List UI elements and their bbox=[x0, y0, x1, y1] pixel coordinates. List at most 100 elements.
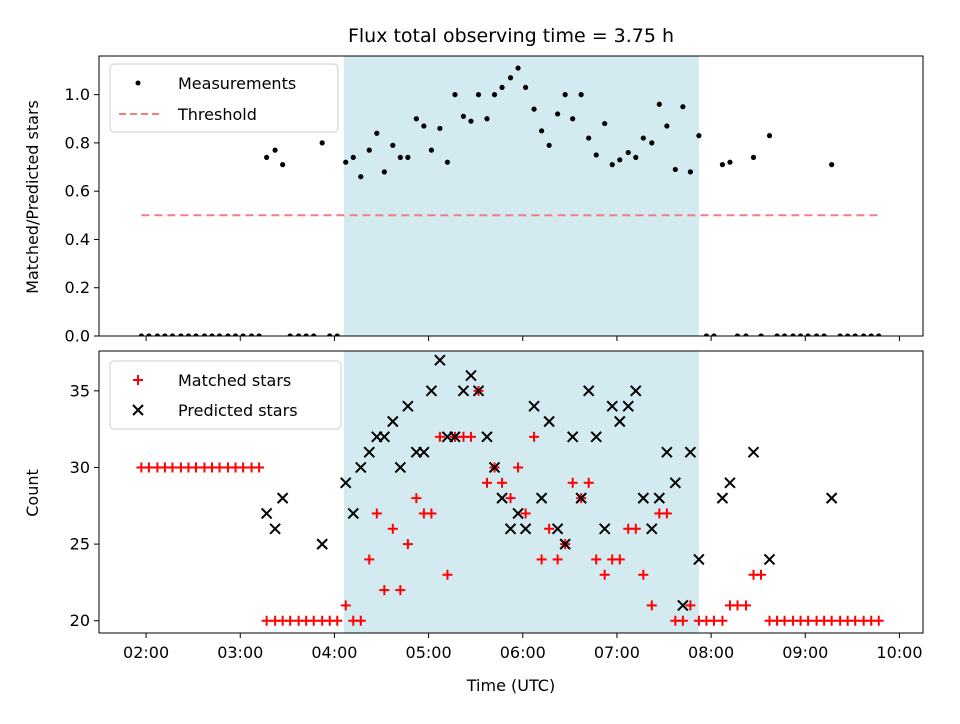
predicted-star-point bbox=[394, 461, 407, 474]
top-y-tick-label: 0.2 bbox=[65, 278, 90, 297]
x-tick-label: 08:00 bbox=[688, 643, 734, 662]
x-tick-label: 05:00 bbox=[406, 643, 452, 662]
matched-star-point bbox=[873, 615, 884, 626]
measurement-point bbox=[343, 159, 349, 165]
top-plot-area bbox=[138, 65, 882, 336]
measurement-point bbox=[703, 333, 710, 336]
matched-star-point bbox=[685, 600, 696, 611]
measurement-point bbox=[593, 152, 599, 158]
predicted-star-point bbox=[276, 492, 289, 504]
bottom-y-tick-label: 20 bbox=[70, 611, 90, 630]
x-tick-label: 06:00 bbox=[500, 643, 546, 662]
bottom-panel: 20 25 30 35 02:00 03:00 04:00 05:00 06:00 07:00 08… bbox=[70, 350, 924, 662]
predicted-star-point bbox=[472, 385, 485, 397]
measurement-point bbox=[758, 333, 764, 336]
measurement-point bbox=[852, 333, 858, 336]
measurement-point bbox=[428, 147, 435, 153]
matched-star-point bbox=[426, 508, 437, 519]
predicted-star-point bbox=[825, 492, 838, 504]
measurement-point bbox=[178, 333, 184, 336]
measurement-point bbox=[358, 174, 364, 180]
top-legend-box bbox=[109, 63, 339, 133]
bottom-y-tick-label: 25 bbox=[70, 535, 90, 554]
measurement-point bbox=[531, 106, 537, 112]
matched-star-point bbox=[646, 600, 657, 611]
matched-star-point bbox=[497, 477, 508, 488]
measurement-point bbox=[790, 333, 796, 336]
measurement-point bbox=[845, 333, 851, 336]
matched-star-point bbox=[536, 554, 547, 565]
predicted-star-point bbox=[535, 492, 548, 504]
measurement-point bbox=[475, 92, 482, 98]
matched-star-point bbox=[308, 615, 319, 626]
predicted-star-point bbox=[543, 415, 555, 428]
predicted-star-point bbox=[693, 553, 705, 566]
predicted-star-point bbox=[528, 400, 540, 412]
measurement-point bbox=[719, 162, 726, 168]
top-y-tick-label: 0.4 bbox=[65, 230, 90, 249]
legend-predicted-marker bbox=[132, 404, 144, 416]
measurement-point bbox=[805, 333, 811, 336]
matched-star-point bbox=[340, 600, 351, 611]
measurement-point bbox=[781, 333, 788, 336]
x-axis-label: Time (UTC) bbox=[466, 676, 555, 695]
measurement-point bbox=[649, 140, 655, 146]
measurement-point bbox=[421, 123, 427, 129]
matched-star-point bbox=[708, 615, 719, 626]
measurement-point bbox=[319, 140, 325, 146]
top-y-tick-label: 0.6 bbox=[65, 182, 90, 201]
top-axes-frame bbox=[98, 55, 924, 337]
measurement-point bbox=[209, 333, 215, 336]
matched-star-point bbox=[285, 615, 296, 626]
matched-star-point bbox=[190, 462, 201, 473]
measurement-point bbox=[437, 125, 443, 132]
measurement-point bbox=[515, 65, 521, 71]
measurement-point bbox=[696, 133, 702, 139]
measurement-point bbox=[680, 104, 686, 110]
legend-matched-label: Matched stars bbox=[178, 371, 291, 390]
matched-star-point bbox=[544, 523, 555, 534]
predicted-star-point bbox=[355, 461, 367, 474]
x-tick-label: 04:00 bbox=[311, 643, 357, 662]
predicted-star-point bbox=[590, 431, 602, 443]
measurement-point bbox=[555, 111, 561, 117]
predicted-star-point bbox=[418, 446, 430, 458]
matched-star-point bbox=[638, 569, 649, 580]
measurement-point bbox=[169, 333, 176, 336]
measurement-point bbox=[296, 333, 302, 336]
measurement-point bbox=[334, 333, 340, 336]
measurement-point bbox=[225, 333, 231, 336]
matched-star-point bbox=[411, 493, 422, 504]
bottom-legend-box bbox=[109, 360, 342, 430]
measurement-point bbox=[539, 128, 545, 134]
matched-star-point bbox=[850, 615, 861, 626]
measurement-point bbox=[507, 75, 514, 81]
measurement-point bbox=[672, 166, 678, 173]
measurement-point bbox=[586, 135, 592, 141]
predicted-star-point bbox=[512, 507, 524, 520]
legend-measurements-marker bbox=[135, 80, 141, 86]
matched-star-point bbox=[395, 585, 406, 596]
measurement-point bbox=[303, 333, 309, 336]
measurement-point bbox=[248, 333, 255, 336]
matched-star-point bbox=[591, 554, 602, 565]
bottom-axes-frame bbox=[98, 350, 924, 634]
predicted-star-point bbox=[559, 538, 571, 550]
predicted-star-point bbox=[457, 385, 470, 397]
measurement-point bbox=[578, 92, 584, 98]
measurement-point bbox=[264, 154, 270, 160]
measurement-point bbox=[240, 333, 246, 336]
top-y-tick-label: 1.0 bbox=[65, 85, 90, 104]
matched-star-point bbox=[379, 585, 390, 596]
matched-star-point bbox=[552, 554, 563, 565]
measurement-point bbox=[162, 333, 168, 336]
bottom-y-tick-label: 35 bbox=[70, 381, 90, 400]
measurement-point bbox=[280, 162, 286, 168]
matched-star-point bbox=[465, 431, 476, 442]
measurement-point bbox=[452, 92, 458, 98]
matched-star-point bbox=[661, 508, 672, 519]
measurement-point bbox=[797, 333, 804, 336]
legend-threshold-label: Threshold bbox=[177, 105, 257, 124]
matched-star-point bbox=[567, 477, 578, 488]
